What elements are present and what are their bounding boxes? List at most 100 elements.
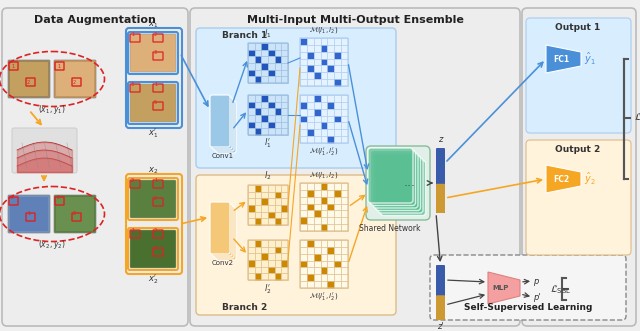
Bar [275,95,282,102]
Bar [314,274,321,281]
Bar [248,253,255,260]
Bar [255,260,261,267]
Bar [282,63,288,70]
Text: $x_2'$: $x_2'$ [148,273,158,287]
Bar [334,224,341,231]
Bar [275,128,282,135]
Bar [248,212,255,218]
Bar [314,254,321,260]
Bar [321,59,328,66]
Bar [328,102,334,109]
FancyBboxPatch shape [196,28,396,168]
Bar [307,109,314,116]
Text: $(x_1, y_1)$: $(x_1, y_1)$ [38,103,66,116]
Bar [341,122,348,129]
Bar [275,76,282,83]
Bar [275,50,282,56]
FancyBboxPatch shape [54,60,96,98]
Bar [307,122,314,129]
Bar [321,217,328,224]
Bar [268,260,275,267]
Text: 1: 1 [11,64,14,69]
Text: $x_1'$: $x_1'$ [148,127,158,140]
Bar [328,254,334,260]
Bar [321,183,328,190]
Bar [334,136,341,143]
Bar [248,102,255,108]
Bar [255,128,261,135]
Bar [275,212,282,218]
Text: $\hat{y}_2$: $\hat{y}_2$ [584,171,596,187]
Bar [282,128,288,135]
Bar [321,190,328,197]
Text: $(x_2, y_2)$: $(x_2, y_2)$ [38,238,66,251]
Bar [321,136,328,143]
FancyBboxPatch shape [381,161,426,215]
Bar [282,70,288,76]
Bar [282,122,288,128]
FancyBboxPatch shape [436,148,445,213]
FancyBboxPatch shape [130,180,176,218]
Text: p: p [533,276,538,286]
Bar [248,50,255,56]
Bar [334,267,341,274]
Bar [255,247,261,253]
Text: $\mathcal{M}(l_1', l_2')$: $\mathcal{M}(l_1', l_2')$ [309,145,339,157]
Bar [248,198,255,205]
Bar [282,108,288,115]
Bar [328,281,334,288]
Bar [261,102,268,108]
Bar [328,52,334,59]
Bar [314,204,321,211]
Bar [341,211,348,217]
Bar [275,70,282,76]
Bar [328,66,334,72]
Bar [314,129,321,136]
Bar [314,66,321,72]
Text: $\mathcal{M}(l_1, l_2)$: $\mathcal{M}(l_1, l_2)$ [309,24,339,35]
FancyBboxPatch shape [210,202,230,254]
Bar [334,59,341,66]
Text: FC2: FC2 [553,174,569,183]
FancyBboxPatch shape [56,62,94,96]
Bar [314,247,321,254]
Text: 2: 2 [57,195,60,200]
Bar [248,192,255,198]
Bar [261,76,268,83]
Bar [282,192,288,198]
Bar [275,185,282,192]
Bar [307,102,314,109]
Bar [248,70,255,76]
Bar [261,273,268,280]
FancyBboxPatch shape [130,84,176,122]
Bar [328,38,334,45]
Bar [314,190,321,197]
Bar [268,240,275,247]
Bar [307,129,314,136]
Bar [268,102,275,108]
Bar [248,95,255,102]
Bar [275,102,282,108]
Bar [334,102,341,109]
Bar [300,72,307,79]
Bar [321,72,328,79]
Bar [261,70,268,76]
FancyBboxPatch shape [522,8,636,326]
FancyBboxPatch shape [214,99,234,151]
Bar [328,240,334,247]
Bar [341,183,348,190]
Bar [268,267,275,273]
FancyBboxPatch shape [12,128,77,173]
FancyBboxPatch shape [130,230,176,268]
Bar [255,115,261,122]
Text: 1: 1 [57,64,60,69]
Bar [300,52,307,59]
Bar [321,102,328,109]
Bar [328,95,334,102]
Bar [282,185,288,192]
Text: 2: 2 [131,178,134,183]
Bar [300,122,307,129]
Bar [334,190,341,197]
Bar [307,204,314,211]
Bar [314,109,321,116]
